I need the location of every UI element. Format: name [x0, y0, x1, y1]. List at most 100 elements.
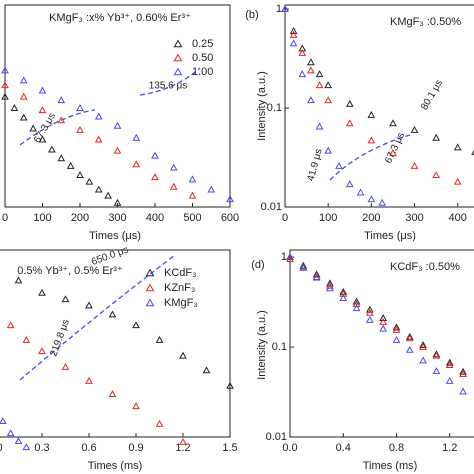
legend-marker: [173, 53, 183, 62]
x-tick-label: 100: [319, 212, 337, 224]
data-point: [366, 305, 374, 313]
legend-label: 0.50: [192, 52, 213, 64]
data-point: [367, 111, 376, 118]
data-point: [169, 163, 178, 171]
y-tick-label: 1: [276, 3, 282, 15]
data-point: [22, 443, 31, 451]
data-point: [38, 135, 47, 143]
legend-marker: [173, 67, 183, 76]
data-point: [405, 334, 414, 342]
x-axis-label: Times (μs): [89, 230, 141, 242]
legend-label: 1.00: [192, 66, 213, 78]
data-point: [459, 370, 467, 378]
data-point: [419, 356, 427, 364]
data-point: [410, 161, 419, 169]
data-point: [1, 81, 9, 89]
data-point: [57, 96, 66, 104]
data-point: [315, 70, 324, 78]
data-point: [345, 99, 354, 107]
x-tick-label: 0.6: [81, 442, 96, 454]
data-point: [1, 66, 9, 74]
data-point: [432, 350, 441, 358]
x-axis-label: Times (μs): [364, 230, 416, 242]
data-point: [299, 263, 308, 271]
data-point: [19, 76, 28, 84]
data-point: [66, 161, 75, 169]
data-point: [432, 133, 440, 141]
data-point: [113, 146, 122, 154]
data-point: [445, 361, 454, 369]
data-point: [94, 135, 103, 143]
data-point: [38, 347, 46, 355]
data-point: [155, 419, 164, 427]
x-tick-label: 200: [71, 212, 89, 224]
data-point: [29, 124, 37, 132]
data-point: [392, 323, 401, 331]
data-point: [132, 133, 141, 141]
data-point: [445, 358, 454, 366]
data-point: [188, 175, 197, 183]
data-point: [38, 288, 46, 296]
data-point: [307, 96, 315, 104]
data-point: [76, 125, 84, 133]
data-point: [405, 345, 414, 353]
y-tick-label: 0.01: [266, 431, 287, 443]
data-point: [392, 335, 401, 343]
data-point: [281, 5, 289, 12]
data-point: [76, 104, 84, 111]
data-point: [326, 281, 334, 289]
dashed-arrow: [19, 109, 96, 146]
x-tick-label: 600: [221, 212, 239, 224]
data-point: [151, 173, 159, 181]
data-point: [366, 315, 374, 323]
data-point: [286, 253, 294, 261]
data-point: [352, 304, 361, 312]
data-point: [453, 143, 462, 151]
data-point: [379, 317, 388, 325]
data-point: [132, 321, 140, 329]
data-point: [419, 341, 427, 349]
data-point: [312, 270, 321, 278]
legend-label: KMgF₃: [164, 297, 198, 309]
data-point: [453, 177, 462, 185]
data-point: [108, 390, 117, 397]
data-point: [432, 171, 440, 179]
y-tick-label: 0.01: [261, 201, 282, 213]
legend-label: KZnF₃: [164, 282, 195, 294]
x-tick-label: 300: [405, 212, 423, 224]
x-tick-label: 400: [449, 212, 467, 224]
dashed-arrow: [329, 134, 411, 181]
data-point: [85, 376, 93, 384]
x-tick-label: 0.9: [128, 442, 143, 454]
data-point: [10, 104, 19, 111]
x-tick-label: 0: [2, 212, 8, 224]
x-axis-label: Times (ms): [363, 460, 418, 472]
data-point: [151, 151, 159, 159]
x-tick-label: 500: [183, 212, 201, 224]
data-point: [188, 191, 197, 199]
annotation: 67.3 μs: [32, 111, 58, 145]
legend-marker: [145, 268, 155, 277]
annotation: 219.8 μs: [48, 318, 72, 358]
x-tick-label: 0.3: [34, 442, 49, 454]
data-point: [345, 119, 354, 127]
legend-marker: [145, 283, 155, 292]
data-point: [392, 325, 401, 333]
panel-label: (b): [245, 9, 258, 21]
data-point: [6, 429, 15, 437]
data-point: [324, 81, 333, 89]
data-point: [289, 39, 298, 47]
data-point: [113, 198, 122, 206]
annotation: 41.9 μs: [306, 148, 325, 183]
data-point: [352, 297, 361, 305]
x-tick-label: 1.5: [222, 442, 237, 454]
data-point: [432, 367, 441, 375]
data-point: [379, 314, 388, 321]
data-point: [312, 273, 321, 281]
data-point: [19, 113, 28, 121]
data-point: [445, 376, 454, 384]
legend-marker: [145, 298, 155, 307]
data-point: [85, 301, 93, 309]
y-axis-label: Intensity (a.u.): [256, 310, 268, 380]
data-point: [289, 30, 298, 38]
